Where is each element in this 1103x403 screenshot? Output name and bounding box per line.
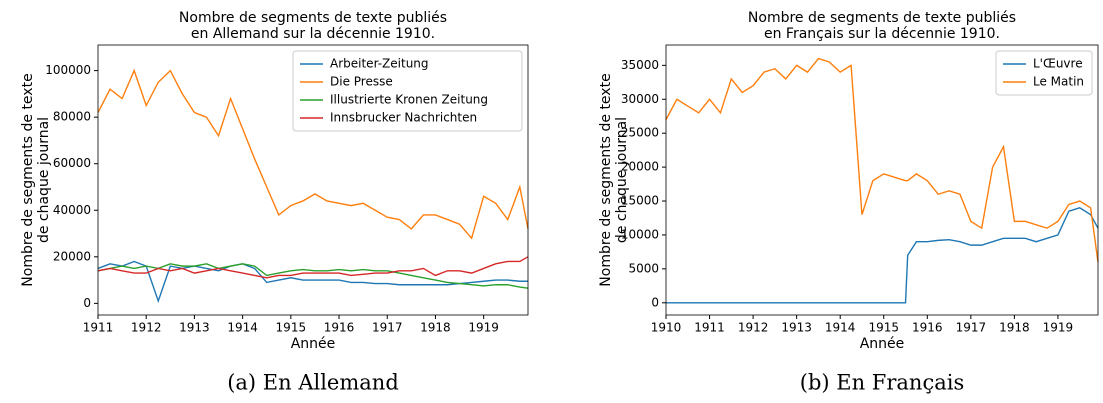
x-tick-label: 1914 (227, 321, 258, 335)
caption: (b) En Français (800, 371, 964, 395)
legend-label: Illustrierte Kronen Zeitung (330, 93, 488, 107)
x-tick-label: 1913 (179, 321, 210, 335)
plot-frame (97, 44, 529, 316)
y-tick-label: 80000 (53, 110, 91, 124)
y-axis-label: Nombre de segments de texte (20, 73, 36, 286)
line-series (665, 57, 1099, 263)
caption: (a) En Allemand (227, 371, 399, 395)
chart-title: Nombre de segments de texte publiés (179, 10, 447, 26)
legend: Arbeiter-Zeitung Die Presse Illustrierte K… (292, 50, 523, 132)
y-tick-label: 20000 (621, 160, 659, 174)
legend-label: L'Œuvre (1033, 57, 1083, 71)
legend-box (995, 50, 1093, 96)
y-tick-label: 10000 (621, 227, 659, 241)
line-series (666, 207, 1099, 304)
legend-label: Arbeiter-Zeitung (330, 57, 429, 71)
legend-label: Le Matin (1033, 75, 1084, 89)
chart-title: Nombre de segments de texte publiés (748, 10, 1016, 26)
x-tick-label: 1919 (468, 321, 499, 335)
x-tick-label: 1912 (738, 321, 769, 335)
x-tick-label: 1912 (131, 321, 162, 335)
x-tick-label: 1918 (999, 321, 1030, 335)
x-tick-label: 1915 (276, 321, 307, 335)
x-tick-label: 1910 (651, 321, 682, 335)
x-tick-label: 1917 (956, 321, 987, 335)
x-tick-label: 1913 (781, 321, 812, 335)
line-series (97, 263, 529, 289)
line-series (97, 256, 529, 279)
y-axis-label: Nombre de segments de texte (598, 73, 614, 286)
x-axis-label: Année (860, 336, 905, 352)
x-tick-label: 1919 (1043, 321, 1074, 335)
y-tick-label: 25000 (621, 126, 659, 140)
y-tick-label: 30000 (621, 92, 659, 106)
x-tick-label: 1911 (83, 321, 114, 335)
y-axis-label: de chaque journal (36, 117, 52, 243)
x-axis-label: Année (291, 336, 336, 352)
y-axis-label: de chaque journal (614, 117, 630, 243)
y-tick-label: 0 (651, 295, 659, 309)
plot-frame (665, 44, 1099, 316)
y-tick-label: 20000 (53, 249, 91, 263)
legend-label: Innsbrucker Nachrichten (330, 111, 477, 125)
chart-title: en Allemand sur la décennie 1910. (191, 26, 435, 42)
x-tick-label: 1917 (372, 321, 403, 335)
x-tick-label: 1916 (324, 321, 355, 335)
y-tick-label: 60000 (53, 156, 91, 170)
x-tick-label: 1918 (420, 321, 451, 335)
line-series (97, 68, 529, 240)
x-tick-label: 1914 (825, 321, 856, 335)
x-tick-label: 1911 (694, 321, 725, 335)
y-tick-label: 5000 (628, 261, 659, 275)
y-tick-label: 15000 (621, 194, 659, 208)
y-tick-label: 40000 (53, 203, 91, 217)
y-tick-label: 35000 (621, 58, 659, 72)
x-tick-label: 1915 (868, 321, 899, 335)
legend-box (292, 50, 523, 132)
y-tick-label: 0 (83, 296, 91, 310)
legend: L'Œuvre Le Matin (995, 50, 1093, 96)
chart-title: en Français sur la décennie 1910. (764, 26, 1000, 42)
x-tick-label: 1916 (912, 321, 943, 335)
y-tick-label: 100000 (45, 63, 91, 77)
legend-label: Die Presse (330, 75, 393, 89)
